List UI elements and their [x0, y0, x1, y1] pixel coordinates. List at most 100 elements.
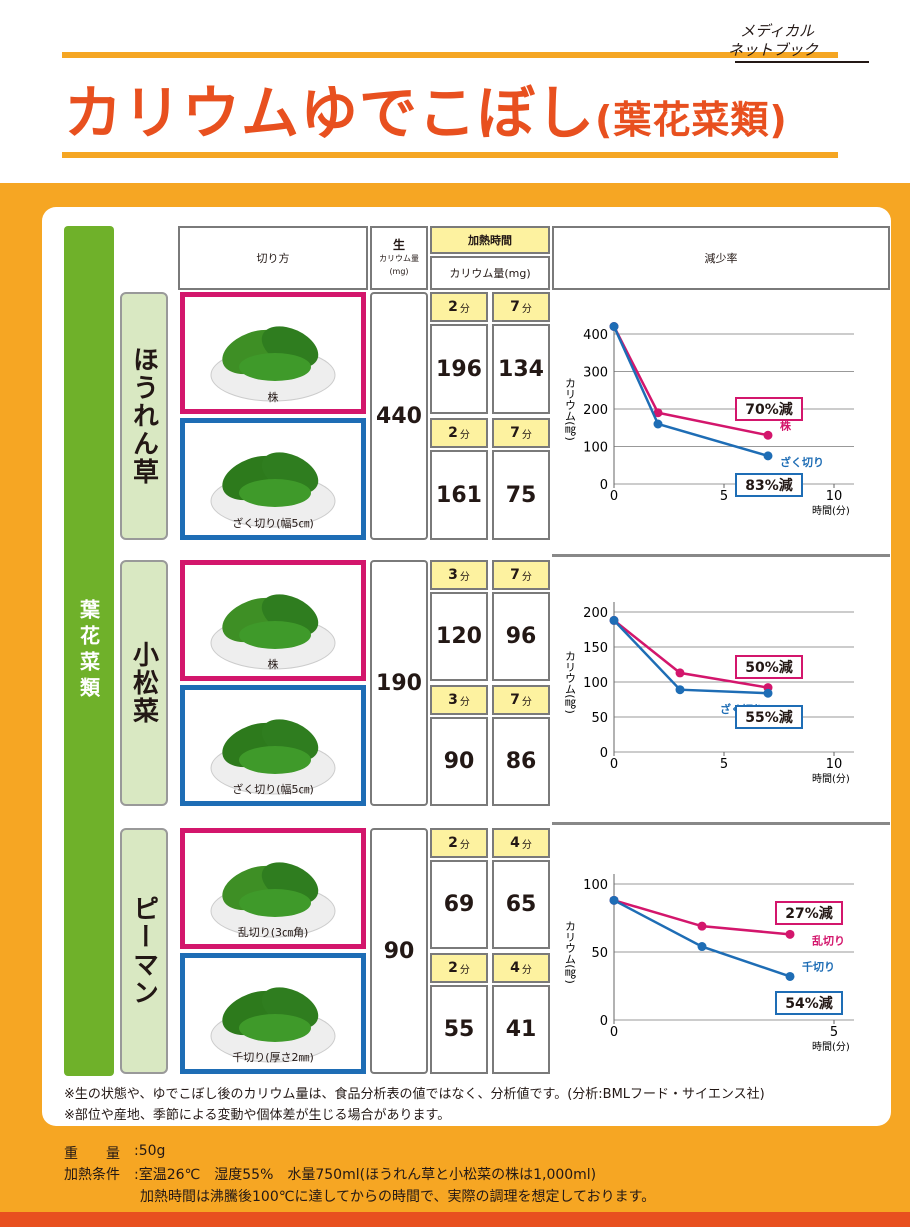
- series-line: [612, 325, 769, 458]
- data-point: [675, 668, 685, 678]
- raw-potassium: 190: [370, 560, 428, 806]
- reduction-badge: [735, 655, 803, 679]
- reduction-text: 83%減: [745, 477, 793, 494]
- header-raw-line1: 生: [392, 237, 405, 252]
- potassium-value: 55: [430, 985, 488, 1074]
- potassium-value: 134: [492, 324, 550, 414]
- reduction-text: 70%減: [745, 401, 793, 418]
- data-point: [785, 971, 795, 981]
- y-tick-label: 0: [600, 746, 608, 761]
- chart-komatsuna: 0501001502000510カリウム(㎎)時間(分)株50%減ざく切り55%…: [552, 560, 890, 820]
- vegetable-photo-icon: [210, 594, 336, 670]
- header-raw-line2: カリウム量: [379, 253, 419, 263]
- reduction-badge: [775, 991, 843, 1015]
- minute-unit: 分: [459, 964, 470, 976]
- heat-time-value: 2: [448, 425, 458, 441]
- reduction-badge: [735, 397, 803, 421]
- footer-weight-label: 重 量: [64, 1146, 120, 1162]
- cut-photo: 株: [180, 560, 366, 681]
- footer-cond-value: :室温26℃ 湿度55% 水量750ml(ほうれん草と小松菜の株は1,000ml…: [134, 1167, 597, 1183]
- potassium-value: 96: [492, 592, 550, 681]
- potassium-value: 120: [430, 592, 488, 681]
- data-point: [763, 430, 773, 440]
- footer-weight-value: :50g: [134, 1143, 166, 1159]
- minute-unit: 分: [459, 429, 470, 441]
- header-cut: 切り方: [178, 226, 368, 290]
- header-heat-potassium: カリウム量(mg): [430, 256, 550, 290]
- y-tick-label: 100: [583, 878, 608, 893]
- series-label: ざく切り: [780, 455, 824, 469]
- cut-photo: 乱切り(3㎝角): [180, 828, 366, 949]
- minute-unit: 分: [521, 696, 532, 708]
- heat-time-value: 3: [448, 692, 458, 708]
- data-point: [653, 419, 663, 429]
- potassium-value: 65: [492, 860, 550, 949]
- data-point: [697, 942, 707, 952]
- reduction-badge: [775, 901, 843, 925]
- minute-unit: 分: [459, 696, 470, 708]
- header-reduction: 減少率: [552, 226, 890, 290]
- vegetable-photo-icon: [210, 452, 336, 528]
- header-rule-top: [62, 52, 838, 58]
- header-rule-bottom: [62, 152, 838, 158]
- bottom-bar: [0, 1212, 910, 1227]
- y-axis-label: カリウム(㎎): [564, 650, 577, 714]
- reduction-badge: [735, 705, 803, 729]
- cut-photo: 株: [180, 292, 366, 414]
- potassium-value: 196: [430, 324, 488, 414]
- potassium-value: 75: [492, 450, 550, 540]
- heat-time-value: 7: [510, 299, 520, 315]
- heat-time-value: 7: [510, 425, 520, 441]
- reduction-text: 50%減: [745, 659, 793, 676]
- x-tick-label: 0: [610, 757, 618, 772]
- brand-line2: ネットブック: [728, 41, 819, 59]
- x-tick-label: 5: [720, 757, 728, 772]
- cut-label: ざく切り(幅5㎝): [232, 783, 314, 796]
- data-point: [697, 921, 707, 931]
- row-divider: [552, 822, 890, 825]
- minute-unit: 分: [459, 571, 470, 583]
- y-axis-label: カリウム(㎎): [564, 920, 577, 984]
- reduction-text: 55%減: [745, 709, 793, 726]
- header-raw: 生 カリウム量 (mg): [370, 226, 428, 290]
- x-tick-label: 10: [826, 489, 843, 504]
- cut-photo: ざく切り(幅5㎝): [180, 418, 366, 540]
- x-tick-label: 5: [830, 1025, 838, 1040]
- heat-time-value: 4: [510, 835, 520, 851]
- potassium-value: 69: [430, 860, 488, 949]
- y-tick-label: 300: [583, 366, 608, 381]
- x-axis-label: 時間(分): [812, 1041, 850, 1053]
- cut-photo: 千切り(厚さ2㎜): [180, 953, 366, 1074]
- vegetable-name: 小松菜: [120, 560, 168, 806]
- y-tick-label: 100: [583, 441, 608, 456]
- raw-potassium: 440: [370, 292, 428, 540]
- heat-time-value: 7: [510, 567, 520, 583]
- heat-time-value: 2: [448, 960, 458, 976]
- vegetable-name: ほうれん草: [120, 292, 168, 540]
- series-line: [613, 899, 791, 978]
- reduction-badge: [735, 473, 803, 497]
- x-tick-label: 10: [826, 757, 843, 772]
- minute-unit: 分: [521, 429, 532, 441]
- minute-unit: 分: [459, 839, 470, 851]
- y-axis-label: カリウム(㎎): [564, 377, 577, 441]
- y-tick-label: 50: [591, 711, 608, 726]
- category-label: 葉花菜類: [64, 226, 114, 1076]
- cut-label: 株: [267, 391, 279, 404]
- brand-line1: メディカル: [740, 22, 814, 40]
- minute-unit: 分: [521, 303, 532, 315]
- raw-potassium: 90: [370, 828, 428, 1074]
- footer-cond-line2: 加熱時間は沸騰後100℃に達してからの時間で、実際の調理を想定しております。: [140, 1189, 656, 1205]
- y-tick-label: 200: [583, 606, 608, 621]
- header-raw-line3: (mg): [389, 266, 409, 276]
- vegetable-name: ピーマン: [120, 828, 168, 1074]
- brand-logo: メディカル ネットブック: [728, 22, 818, 60]
- page-title: カリウムゆでこぼし(葉花菜類): [64, 79, 788, 147]
